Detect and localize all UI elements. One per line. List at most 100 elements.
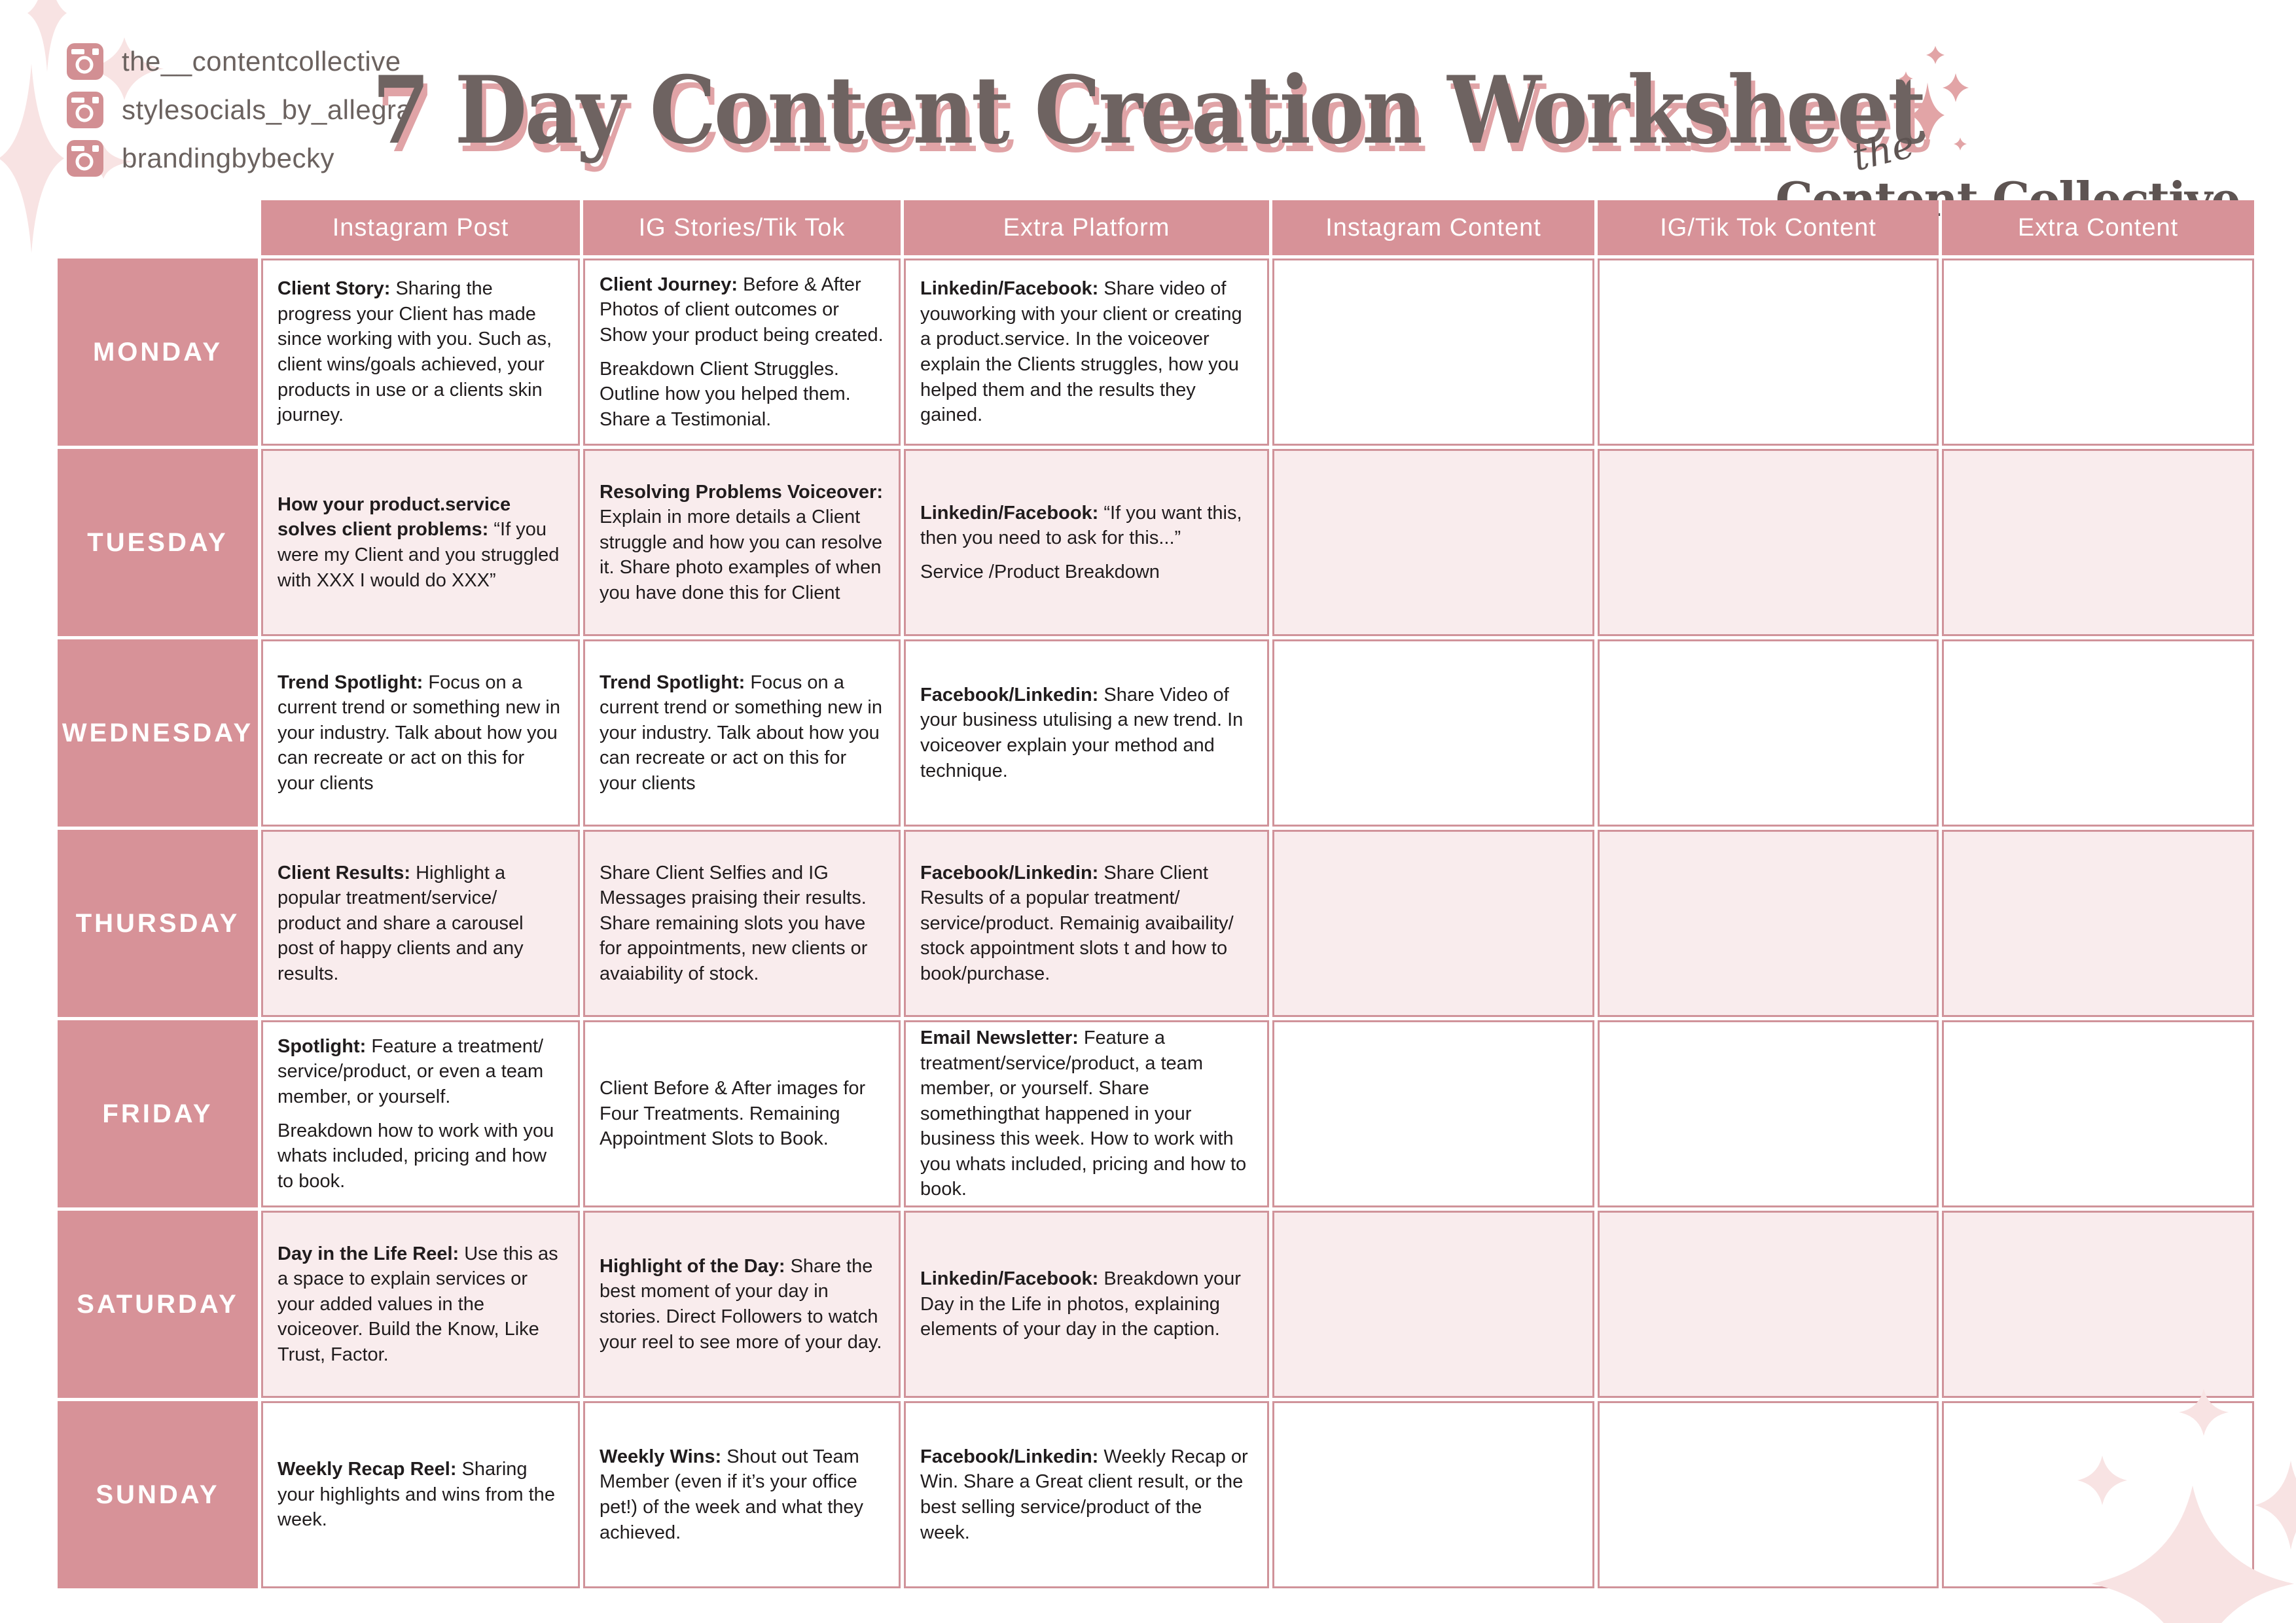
cell-saturday-instagram-content bbox=[1272, 1211, 1594, 1398]
cell-body-2: Service /Product Breakdown bbox=[920, 561, 1160, 582]
cell-lead: Client Results: bbox=[278, 862, 411, 883]
cell-friday-instagram-post: Spotlight: Feature a treatment/ service/… bbox=[261, 1020, 580, 1207]
cell-body: Share Client Selfies and IG Messages pra… bbox=[600, 862, 868, 984]
cell-body-2: Breakdown Client Struggles. Outline how … bbox=[600, 358, 851, 430]
cell-friday-extra-content bbox=[1942, 1020, 2254, 1207]
instagram-handle-text: the__contentcollective bbox=[122, 46, 401, 77]
cell-lead: Weekly Recap Reel: bbox=[278, 1459, 457, 1480]
cell-saturday-extra-platform: Linkedin/Facebook: Breakdown your Day in… bbox=[904, 1211, 1269, 1398]
instagram-handle-text: brandingbybecky bbox=[122, 143, 335, 173]
cell-body: Sharing your highlights and wins from th… bbox=[278, 1459, 555, 1531]
cell-monday-ig-stories: Client Journey: Before & After Photos of… bbox=[583, 259, 901, 446]
row-label-tuesday: TUESDAY bbox=[58, 449, 258, 636]
cell-lead: Weekly Wins: bbox=[600, 1446, 722, 1467]
cell-thursday-extra-platform: Facebook/Linkedin: Share Client Results … bbox=[904, 830, 1269, 1017]
cell-tuesday-ig-tiktok-content bbox=[1598, 449, 1939, 636]
cell-monday-ig-tiktok-content bbox=[1598, 259, 1939, 446]
cell-body: Feature a treatment/service/product, a t… bbox=[920, 1027, 1247, 1200]
cell-lead: Linkedin/Facebook: bbox=[920, 502, 1099, 524]
cell-sunday-instagram-content bbox=[1272, 1401, 1594, 1588]
cell-body: Focus on a current trend or something ne… bbox=[600, 671, 882, 794]
row-label-wednesday: WEDNESDAY bbox=[58, 639, 258, 827]
cell-lead: Facebook/Linkedin: bbox=[920, 862, 1099, 883]
page-title: 7 Day Content Creation Worksheet bbox=[372, 56, 1926, 165]
cell-wednesday-instagram-content bbox=[1272, 639, 1594, 827]
row-label-sunday: SUNDAY bbox=[58, 1401, 258, 1588]
cell-monday-instagram-post: Client Story: Sharing the progress your … bbox=[261, 259, 580, 446]
row-label-thursday: THURSDAY bbox=[58, 830, 258, 1017]
cell-friday-ig-tiktok-content bbox=[1598, 1020, 1939, 1207]
cell-tuesday-instagram-post: How your product.service solves client p… bbox=[261, 449, 580, 636]
cell-body-2: Breakdown how to work with you whats inc… bbox=[278, 1120, 554, 1192]
row-label-monday: MONDAY bbox=[58, 259, 258, 446]
cell-sunday-ig-tiktok-content bbox=[1598, 1401, 1939, 1588]
cell-tuesday-instagram-content bbox=[1272, 449, 1594, 636]
instagram-handle: brandingbybecky bbox=[67, 140, 412, 177]
cell-friday-extra-platform: Email Newsletter: Feature a treatment/se… bbox=[904, 1020, 1269, 1207]
row-label-saturday: SATURDAY bbox=[58, 1211, 258, 1398]
cell-thursday-instagram-content bbox=[1272, 830, 1594, 1017]
cell-monday-extra-content bbox=[1942, 259, 2254, 446]
cell-lead: Client Story: bbox=[278, 278, 391, 300]
column-header-instagram-post: Instagram Post bbox=[261, 200, 580, 255]
cell-sunday-extra-platform: Facebook/Linkedin: Weekly Recap or Win. … bbox=[904, 1401, 1269, 1588]
cell-lead: Trend Spotlight: bbox=[600, 671, 745, 693]
cell-thursday-ig-stories: Share Client Selfies and IG Messages pra… bbox=[583, 830, 901, 1017]
cell-body: Client Before & After images for Four Tr… bbox=[600, 1078, 866, 1150]
instagram-handle-text: stylesocials_by_allegra bbox=[122, 94, 412, 125]
cell-lead: How your product.service solves client p… bbox=[278, 493, 511, 541]
cell-body: Breakdown your Day in the Life in photos… bbox=[920, 1268, 1241, 1340]
cell-body: Focus on a current trend or something ne… bbox=[278, 671, 560, 794]
cell-monday-extra-platform: Linkedin/Facebook: Share video of youwor… bbox=[904, 259, 1269, 446]
cell-friday-ig-stories: Client Before & After images for Four Tr… bbox=[583, 1020, 901, 1207]
cell-lead: Facebook/Linkedin: bbox=[920, 684, 1099, 705]
cell-body: Shout out Team Member (even if it’s your… bbox=[600, 1446, 864, 1543]
instagram-icon bbox=[67, 140, 103, 177]
instagram-handle: stylesocials_by_allegra bbox=[67, 92, 412, 128]
cell-sunday-instagram-post: Weekly Recap Reel: Sharing your highligh… bbox=[261, 1401, 580, 1588]
cell-wednesday-extra-content bbox=[1942, 639, 2254, 827]
cell-body: Weekly Recap or Win. Share a Great clien… bbox=[920, 1446, 1248, 1543]
cell-lead: Facebook/Linkedin: bbox=[920, 1446, 1099, 1467]
cell-sunday-extra-content bbox=[1942, 1401, 2254, 1588]
sparkles-icon bbox=[1899, 46, 1969, 151]
cell-lead: Linkedin/Facebook: bbox=[920, 1268, 1099, 1290]
cell-saturday-ig-stories: Highlight of the Day: Share the best mom… bbox=[583, 1211, 901, 1398]
column-header-ig-tiktok-content: IG/Tik Tok Content bbox=[1598, 200, 1939, 255]
content-table: Instagram Post IG Stories/Tik Tok Extra … bbox=[58, 200, 2254, 1588]
column-header-extra-content: Extra Content bbox=[1942, 200, 2254, 255]
instagram-handles: the__contentcollective stylesocials_by_a… bbox=[67, 43, 412, 188]
cell-body: Share video of youworking with your clie… bbox=[920, 278, 1242, 426]
cell-lead: Linkedin/Facebook: bbox=[920, 278, 1099, 300]
table-corner-blank bbox=[58, 200, 258, 255]
cell-thursday-instagram-post: Client Results: Highlight a popular trea… bbox=[261, 830, 580, 1017]
cell-sunday-ig-stories: Weekly Wins: Shout out Team Member (even… bbox=[583, 1401, 901, 1588]
cell-lead: Email Newsletter: bbox=[920, 1027, 1079, 1049]
cell-body: Share Client Results of a popular treatm… bbox=[920, 862, 1234, 984]
cell-lead: Day in the Life Reel: bbox=[278, 1243, 459, 1264]
cell-tuesday-extra-content bbox=[1942, 449, 2254, 636]
row-label-friday: FRIDAY bbox=[58, 1020, 258, 1207]
cell-lead: Trend Spotlight: bbox=[278, 671, 423, 693]
cell-body: Use this as a space to explain services … bbox=[278, 1243, 558, 1365]
cell-wednesday-instagram-post: Trend Spotlight: Focus on a current tren… bbox=[261, 639, 580, 827]
cell-tuesday-extra-platform: Linkedin/Facebook: “If you want this, th… bbox=[904, 449, 1269, 636]
cell-lead: Resolving Problems Voiceover: bbox=[600, 481, 883, 503]
cell-body: “If you were my Client and you struggled… bbox=[278, 519, 560, 591]
cell-body: Before & After Photos of client outcomes… bbox=[600, 274, 884, 346]
cell-lead: Client Journey: bbox=[600, 274, 738, 295]
cell-saturday-instagram-post: Day in the Life Reel: Use this as a spac… bbox=[261, 1211, 580, 1398]
cell-wednesday-ig-tiktok-content bbox=[1598, 639, 1939, 827]
column-header-instagram-content: Instagram Content bbox=[1272, 200, 1594, 255]
column-header-ig-stories-tiktok: IG Stories/Tik Tok bbox=[583, 200, 901, 255]
cell-body: Share the best moment of your day in sto… bbox=[600, 1255, 882, 1353]
cell-wednesday-extra-platform: Facebook/Linkedin: Share Video of your b… bbox=[904, 639, 1269, 827]
cell-saturday-ig-tiktok-content bbox=[1598, 1211, 1939, 1398]
cell-body: Explain in more details a Client struggl… bbox=[600, 507, 883, 603]
cell-friday-instagram-content bbox=[1272, 1020, 1594, 1207]
cell-lead: Highlight of the Day: bbox=[600, 1255, 785, 1277]
column-header-extra-platform: Extra Platform bbox=[904, 200, 1269, 255]
cell-body: Feature a treatment/ service/product, or… bbox=[278, 1035, 544, 1107]
instagram-icon bbox=[67, 43, 103, 80]
